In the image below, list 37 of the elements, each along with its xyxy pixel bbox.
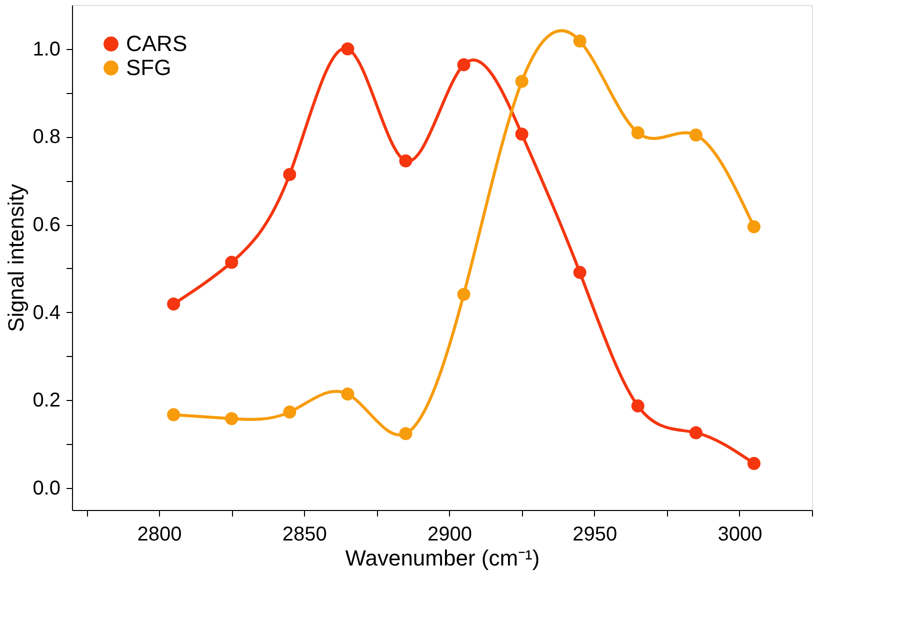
point (167, 408, 180, 422)
point (689, 426, 702, 440)
point (573, 34, 586, 48)
y-tick-label: 0.2 (32, 390, 60, 412)
legend-label: SFG (126, 55, 172, 80)
y-tick-label: 1.0 (32, 38, 60, 60)
point (457, 58, 470, 72)
point (457, 288, 470, 301)
y-tick-label: 0.4 (32, 302, 60, 324)
point (225, 256, 238, 269)
point (747, 220, 760, 234)
point (573, 266, 586, 279)
point (283, 168, 296, 182)
x-tick-label: 2800 (137, 524, 182, 546)
point (341, 388, 354, 401)
point (515, 74, 528, 88)
x-tick-label: 2850 (282, 524, 327, 546)
y-tick-label: 0.0 (32, 478, 60, 500)
point (283, 406, 296, 419)
y-tick-label: 0.8 (32, 126, 60, 148)
y-tick-label: 0.6 (32, 214, 60, 236)
point (399, 427, 412, 440)
x-axis-title: Wavenumber (cm⁻¹) (345, 546, 540, 570)
point (399, 154, 412, 168)
point (689, 128, 702, 142)
legend-label: CARS (126, 31, 188, 56)
point (225, 412, 238, 426)
x-tick-label: 2950 (572, 524, 618, 546)
point (341, 42, 354, 56)
x-tick-label: 3000 (718, 524, 762, 546)
x-tick-label: 2900 (428, 524, 472, 546)
point (631, 126, 644, 140)
point (631, 399, 644, 412)
point (515, 128, 528, 141)
point (747, 456, 760, 470)
point (167, 298, 180, 311)
y-axis-title: Signal intensity (4, 184, 29, 332)
